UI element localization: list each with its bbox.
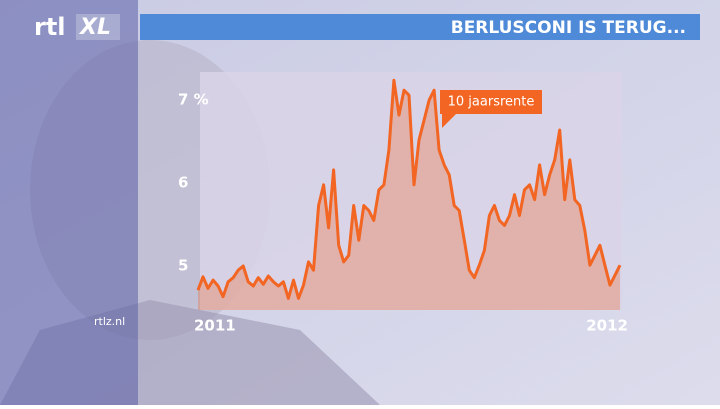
annotation-box (440, 90, 542, 114)
source: rtlz.nl (94, 315, 125, 328)
logo-box (76, 14, 120, 40)
line (196, 78, 622, 300)
x-tick-label: 2011 (194, 317, 236, 335)
plot: 5 6 7 % 2011 2012 10 jaarsrente (178, 78, 628, 335)
logo-suffix: XL (78, 15, 111, 40)
y-tick-label: 5 (178, 257, 188, 275)
x-tick-label: 2012 (586, 317, 628, 335)
y-tick-label: 6 (178, 174, 188, 192)
annotation: 10 jaarsrente (448, 95, 535, 110)
title: BERLUSCONI IS TERUG... (451, 18, 686, 38)
area-fill (198, 80, 620, 310)
logo-brand: rtl (34, 13, 66, 41)
side-band (0, 0, 138, 405)
annotation-pointer (442, 114, 456, 128)
y-tick-label: 7 % (178, 91, 209, 109)
title-bar (140, 14, 700, 40)
